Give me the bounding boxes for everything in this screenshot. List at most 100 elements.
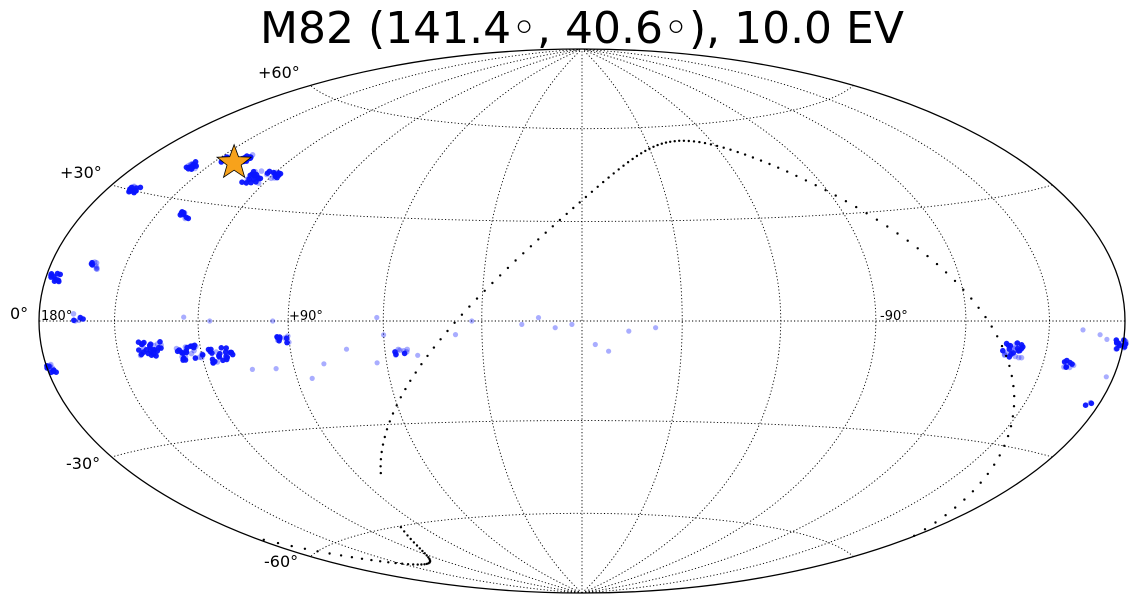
event-point: [274, 334, 280, 340]
meridian-line: [581, 48, 683, 594]
track-dot: [460, 313, 464, 316]
event-point: [392, 352, 399, 358]
event-point-faint: [519, 321, 525, 327]
lat-tick-label: +60°: [258, 63, 300, 82]
event-point-faint: [273, 366, 279, 372]
event-point-faint: [270, 318, 276, 324]
event-point: [150, 342, 157, 349]
event-point: [1020, 344, 1026, 350]
event-point: [223, 353, 229, 360]
track-dot: [399, 396, 402, 399]
track-dot: [468, 305, 471, 308]
event-point-faint: [1097, 332, 1103, 338]
track-dot: [1000, 344, 1004, 348]
track-dot: [423, 563, 426, 566]
track-dot: [446, 329, 449, 333]
track-dot: [777, 166, 780, 169]
track-dot: [537, 238, 540, 241]
track-dot: [475, 297, 479, 300]
track-dot: [578, 201, 581, 204]
track-dot: [399, 526, 403, 529]
track-dot: [656, 143, 659, 147]
track-dot: [409, 379, 412, 382]
track-dot: [339, 554, 343, 557]
event-point: [89, 259, 95, 266]
event-point-faint: [469, 318, 475, 324]
track-dot: [262, 538, 265, 541]
event-point: [404, 346, 411, 353]
event-point: [193, 163, 199, 169]
meridian-line: [581, 48, 782, 594]
event-point: [276, 172, 282, 178]
track-dot: [673, 140, 676, 143]
meridian-line: [287, 48, 583, 594]
track-dot: [722, 146, 725, 149]
event-point: [1010, 350, 1017, 356]
track-dot: [316, 550, 319, 553]
track-dot: [409, 537, 412, 541]
event-point: [1018, 354, 1025, 361]
track-dot: [635, 154, 639, 158]
event-point-faint: [569, 321, 575, 327]
track-dot: [687, 139, 690, 143]
track-dot: [953, 279, 957, 283]
track-dot: [381, 443, 385, 446]
event-point: [271, 171, 277, 178]
event-point-faint: [606, 348, 612, 354]
event-point: [264, 170, 271, 176]
track-dot: [406, 534, 409, 537]
event-point: [93, 265, 100, 272]
track-dot: [414, 371, 417, 374]
track-dot: [514, 259, 517, 262]
event-point-faint: [1104, 336, 1110, 342]
event-point-faint: [653, 325, 659, 331]
track-dot: [415, 544, 419, 547]
track-dot: [865, 212, 868, 215]
event-point: [154, 348, 161, 354]
track-dot: [572, 206, 575, 210]
event-point: [137, 352, 144, 359]
event-point: [247, 172, 253, 179]
track-dot: [276, 541, 280, 545]
track-dot: [678, 139, 681, 142]
track-dot: [935, 262, 939, 266]
event-point-faint: [1080, 327, 1086, 333]
event-point: [180, 209, 187, 216]
track-dot: [814, 184, 817, 187]
track-dot: [403, 530, 406, 533]
meridian-line: [581, 48, 967, 594]
track-dot: [425, 554, 428, 557]
event-point: [217, 350, 223, 357]
track-dot: [350, 556, 354, 559]
event-point: [173, 345, 180, 352]
event-point: [157, 339, 163, 345]
event-point: [192, 355, 199, 361]
track-dot: [743, 153, 747, 156]
event-point: [268, 175, 275, 182]
event-point: [1063, 364, 1070, 370]
track-dot: [906, 239, 909, 242]
track-dot: [626, 161, 630, 164]
track-dot: [652, 145, 655, 148]
track-dot: [328, 552, 331, 555]
event-point: [207, 348, 213, 355]
event-point: [1113, 339, 1120, 346]
event-point: [182, 357, 189, 363]
event-point: [1114, 345, 1120, 352]
track-dot: [491, 281, 494, 285]
event-point-faint: [249, 366, 255, 372]
event-point: [145, 350, 152, 357]
track-dot: [998, 454, 1001, 457]
track-dot: [602, 180, 605, 184]
event-point: [1067, 359, 1073, 366]
track-dot: [1011, 415, 1015, 418]
axis-labels: +60° +30° 0° -30° -60° 180° +90° -90°: [10, 63, 908, 571]
track-dot: [970, 297, 973, 300]
track-dot: [977, 306, 980, 309]
event-point: [1015, 354, 1022, 361]
track-dot: [426, 354, 429, 358]
track-dot: [669, 140, 672, 143]
chart-title: M82 (141.4◦, 40.6◦), 10.0 EV: [260, 3, 904, 54]
exposure-boundary-track: [262, 139, 1016, 566]
track-dot: [401, 562, 404, 565]
